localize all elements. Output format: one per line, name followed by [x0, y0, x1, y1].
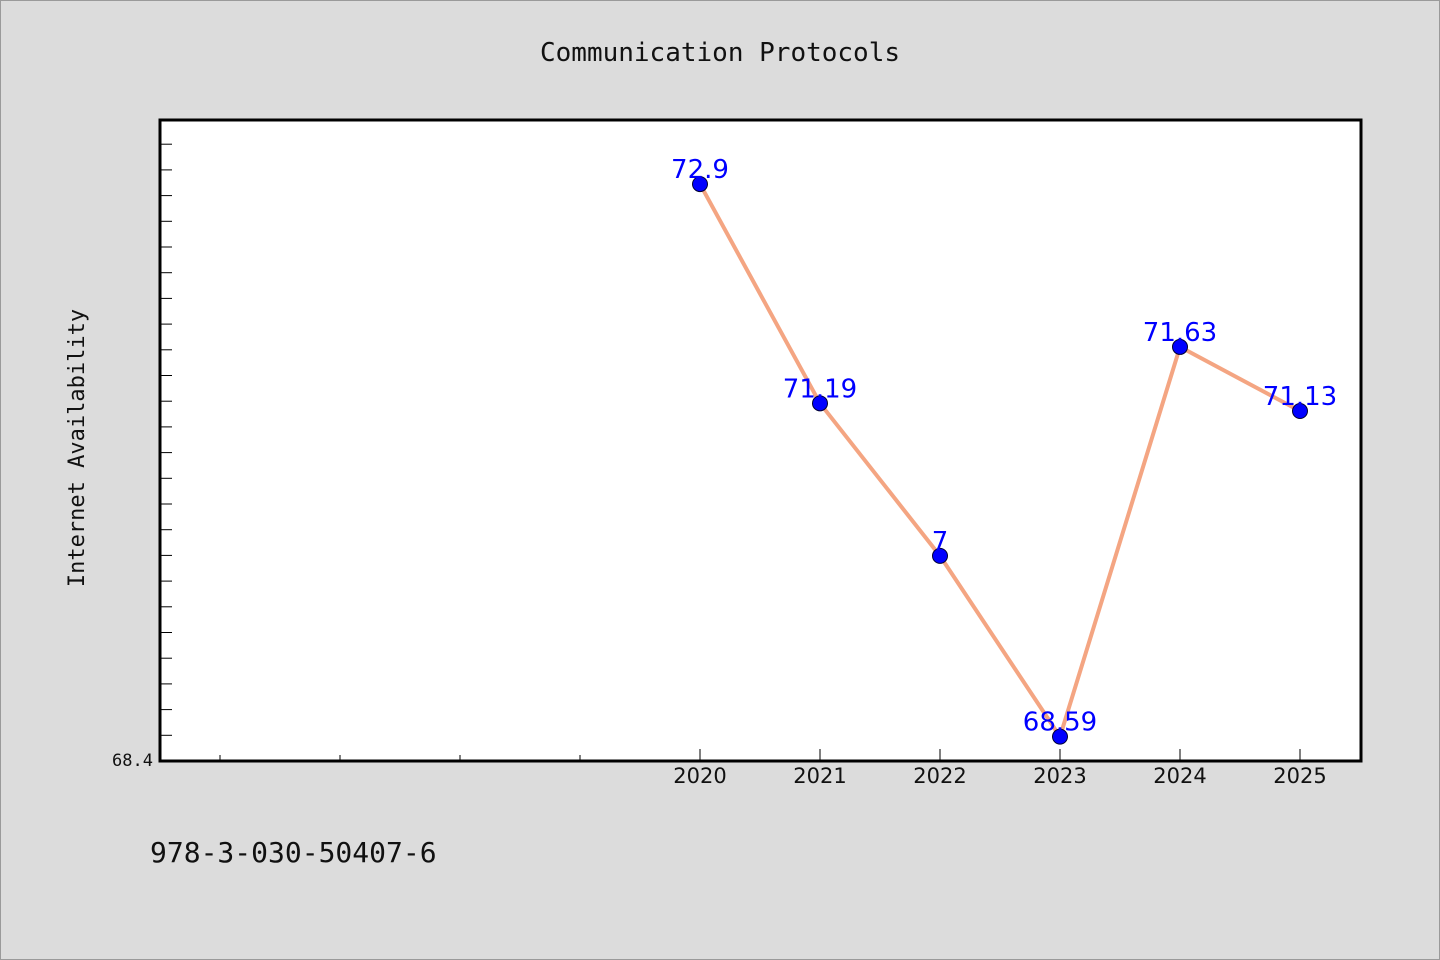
y-tick-label: 68.4 [112, 751, 153, 771]
series-line [698, 183, 1301, 739]
data-point [692, 176, 708, 193]
isbn-text: 978-3-030-50407-6 [150, 836, 437, 869]
x-tick-label: 2020 [673, 764, 726, 788]
x-tick-label: 2022 [913, 764, 966, 788]
data-label: 71.19 [783, 374, 857, 404]
data-label: 72.9 [671, 155, 729, 185]
x-tick-label: 2024 [1153, 764, 1206, 788]
series-layer [692, 176, 1308, 745]
chart-title: Communication Protocols [540, 38, 900, 68]
data-point [932, 547, 948, 564]
x-tick-label: 2021 [793, 764, 846, 788]
data-label: 71.13 [1263, 382, 1337, 412]
x-axis-tick-labels: 2020 2021 2022 2023 2024 2025 [673, 764, 1326, 788]
x-tick-label: 2023 [1033, 764, 1086, 788]
y-axis-label: Internet Availability [65, 309, 90, 587]
data-point [1292, 403, 1308, 420]
data-label: 68.59 [1023, 708, 1097, 738]
data-point [1172, 338, 1188, 355]
data-point [812, 395, 828, 412]
plot-area [158, 118, 1363, 763]
data-point [1052, 728, 1068, 745]
data-labels: 72.9 71.19 7 68.59 71.63 71.13 [671, 155, 1337, 738]
y-axis-minor-ticks [160, 143, 172, 736]
data-label: 7 [932, 527, 949, 557]
x-axis-ticks [219, 749, 1301, 761]
x-tick-label: 2025 [1273, 764, 1326, 788]
data-label: 71.63 [1143, 318, 1217, 348]
